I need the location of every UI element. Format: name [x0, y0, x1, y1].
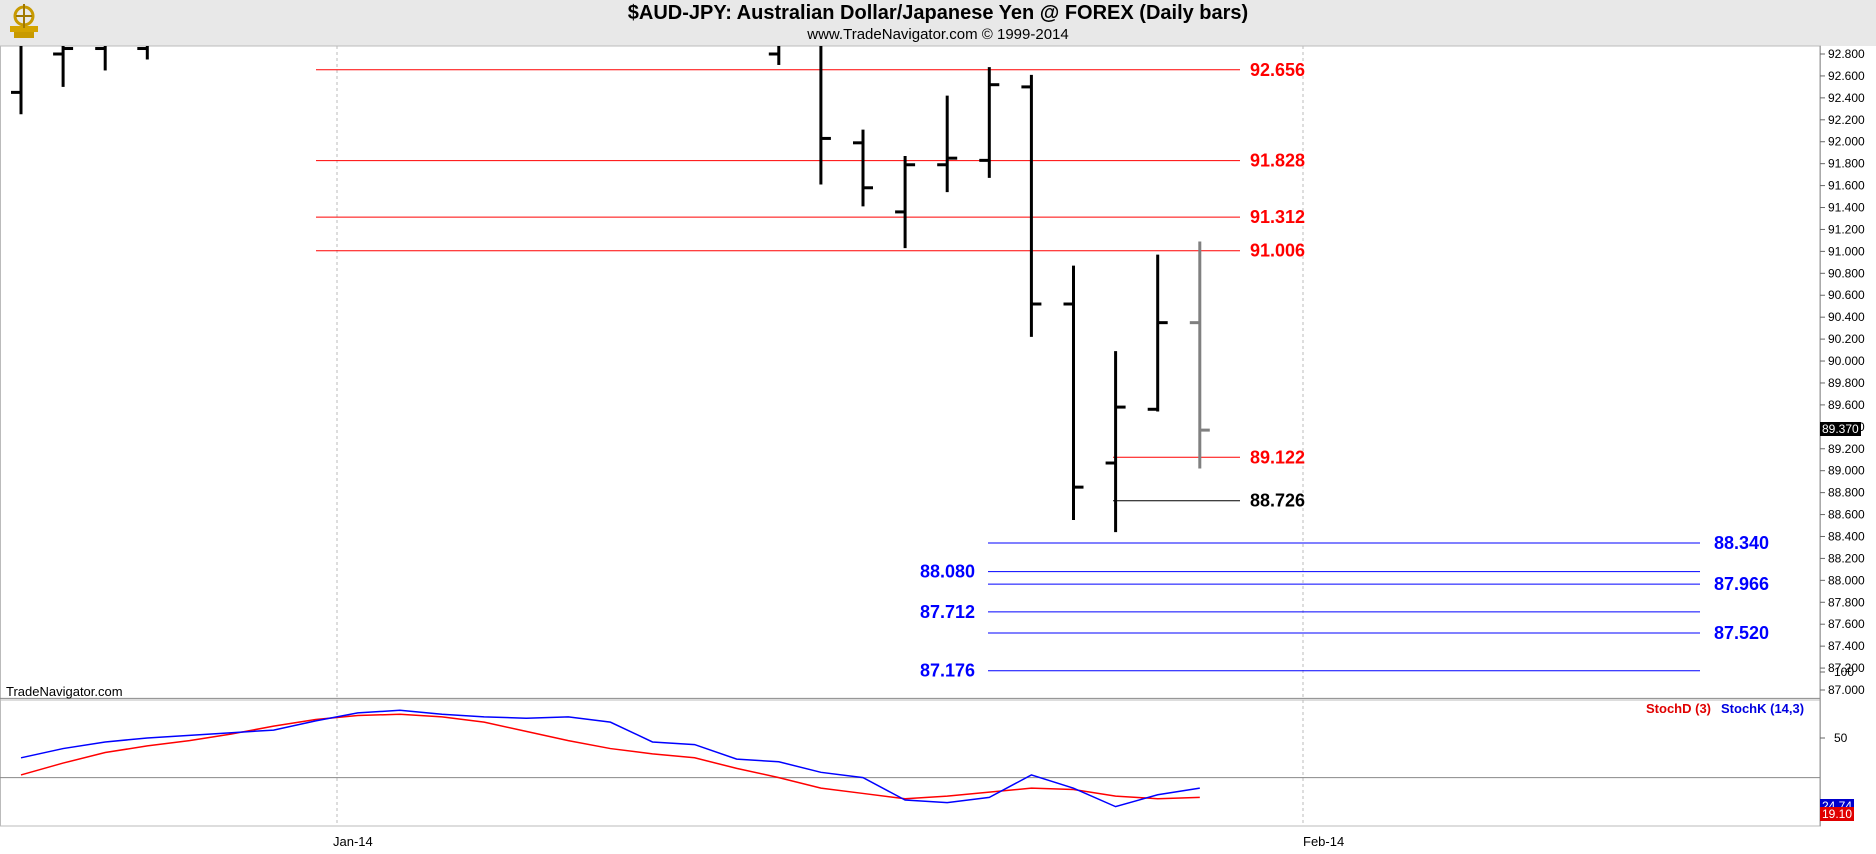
price-tick-label: 91.000 — [1828, 244, 1865, 258]
price-tick-label: 91.800 — [1828, 157, 1865, 171]
price-tick-label: 91.400 — [1828, 201, 1865, 215]
price-tick-label: 90.400 — [1828, 310, 1865, 324]
chart-subtitle: www.TradeNavigator.com © 1999-2014 — [807, 26, 1069, 43]
x-label-feb: Feb-14 — [1303, 834, 1345, 849]
price-tick-label: 88.400 — [1828, 529, 1865, 543]
chart-title: $AUD-JPY: Australian Dollar/Japanese Yen… — [627, 2, 1249, 24]
price-tick-label: 91.200 — [1828, 222, 1865, 236]
fib-label-blue: 88.080 — [920, 562, 975, 582]
x-label-jan: Jan-14 — [333, 834, 373, 849]
price-tick-label: 89.000 — [1828, 464, 1865, 478]
price-tick-label: 90.000 — [1828, 354, 1865, 368]
price-tick-label: 88.200 — [1828, 551, 1865, 565]
price-tick-label: 87.800 — [1828, 595, 1865, 609]
price-tick-label: 87.600 — [1828, 617, 1865, 631]
stoch-k-line — [20, 709, 1200, 808]
fib-label-black: 88.726 — [1250, 491, 1305, 511]
price-tick-label: 92.000 — [1828, 135, 1865, 149]
price-tick-label: 88.600 — [1828, 508, 1865, 522]
price-tick-label: 89.800 — [1828, 376, 1865, 390]
fib-label-red: 92.656 — [1250, 60, 1305, 80]
stoch-tick-label: 100 — [1834, 665, 1854, 679]
trade-navigator-logo-icon — [10, 4, 38, 38]
watermark: TradeNavigator.com — [6, 684, 123, 699]
price-tick-label: 90.200 — [1828, 332, 1865, 346]
stoch-d-value-tag: 19.10 — [1820, 807, 1855, 821]
chart-header: $AUD-JPY: Australian Dollar/Japanese Yen… — [0, 0, 1876, 46]
price-tick-label: 92.200 — [1828, 113, 1865, 127]
price-tick-label: 89.600 — [1828, 398, 1865, 412]
stoch-tick-label: 50 — [1834, 731, 1848, 745]
price-tick-label: 90.600 — [1828, 288, 1865, 302]
stoch-d-legend: StochD (3) — [1646, 701, 1711, 716]
fib-label-red: 91.828 — [1250, 151, 1305, 171]
price-tick-label: 87.000 — [1828, 683, 1865, 697]
fib-label-blue: 87.712 — [920, 602, 975, 622]
price-tick-label: 88.800 — [1828, 486, 1865, 500]
price-tick-label: 89.200 — [1828, 442, 1865, 456]
fib-label-red: 91.312 — [1250, 207, 1305, 227]
price-tick-label: 92.800 — [1828, 47, 1865, 61]
fib-label-blue: 87.176 — [920, 661, 975, 681]
price-tick-label: 92.600 — [1828, 69, 1865, 83]
fib-label-red: 89.122 — [1250, 447, 1305, 467]
price-tick-label: 88.000 — [1828, 573, 1865, 587]
price-tick-label: 87.400 — [1828, 639, 1865, 653]
price-tick-label: 90.800 — [1828, 266, 1865, 280]
price-tick-label: 92.400 — [1828, 91, 1865, 105]
fib-label-blue: 87.966 — [1714, 574, 1769, 594]
fib-label-red: 91.006 — [1250, 241, 1305, 261]
stoch-panel-frame — [0, 699, 1821, 827]
price-tick-label: 87.200 — [1828, 661, 1865, 675]
price-tick-label: 91.600 — [1828, 179, 1865, 193]
stoch-k-legend: StochK (14,3) — [1721, 701, 1805, 716]
fib-label-blue: 88.340 — [1714, 533, 1769, 553]
last-price-tag: 89.370 — [1820, 422, 1861, 436]
price-panel-frame — [0, 45, 1821, 701]
stoch-d-line — [20, 713, 1200, 800]
fib-label-blue: 87.520 — [1714, 623, 1769, 643]
